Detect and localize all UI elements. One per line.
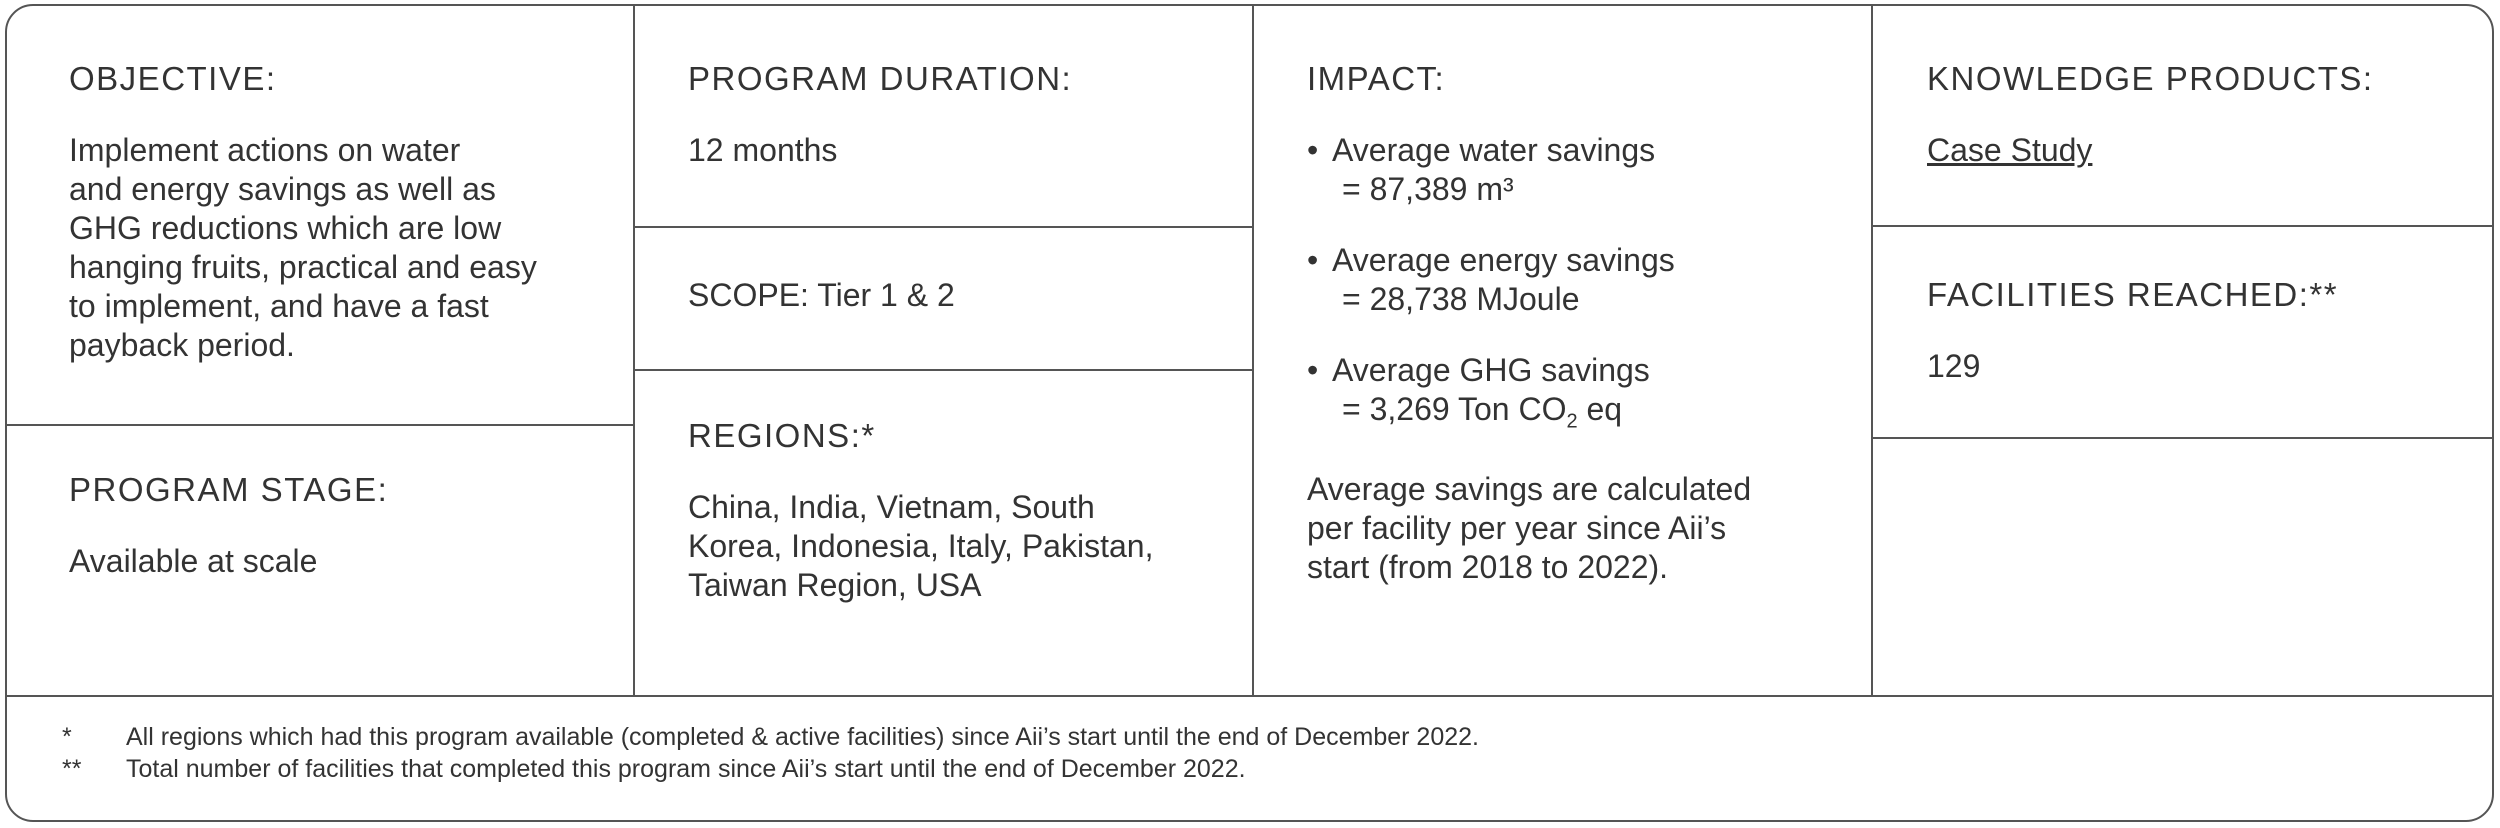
co2-subscript: 2 <box>1566 410 1578 433</box>
facilities-reached-value: 129 <box>1927 348 1981 384</box>
scope-section: SCOPE: Tier 1 & 2 <box>688 276 955 315</box>
divider <box>1871 437 2492 439</box>
program-duration-section: PROGRAM DURATION: 12 months <box>688 59 1072 170</box>
footnote-text: All regions which had this program avail… <box>126 723 1479 751</box>
footnote-marker: ** <box>62 755 82 783</box>
program-stage-value: Available at scale <box>69 543 318 579</box>
objective-section: OBJECTIVE: Implement actions on water an… <box>69 59 537 365</box>
footnotes: * All regions which had this program ava… <box>62 721 1479 785</box>
objective-line: GHG reductions which are low <box>69 210 502 246</box>
facilities-reached-section: FACILITIES REACHED:** 129 <box>1927 275 2338 386</box>
regions-line: China, India, Vietnam, South <box>688 489 1095 525</box>
scope-text: SCOPE: Tier 1 & 2 <box>688 277 955 313</box>
impact-label: IMPACT: <box>1307 60 1446 97</box>
impact-note-line: start (from 2018 to 2022). <box>1307 549 1669 586</box>
knowledge-products-section: KNOWLEDGE PRODUCTS: Case Study <box>1927 59 2374 170</box>
program-card <box>5 4 2494 822</box>
impact-item-title: Average water savings <box>1332 132 1656 168</box>
objective-line: Implement actions on water <box>69 132 461 168</box>
divider <box>633 369 1252 371</box>
impact-item-ghg: Average GHG savings = 3,269 Ton CO2 eq <box>1307 351 1867 441</box>
footnote-marker: * <box>62 723 72 751</box>
objective-line: hanging fruits, practical and easy <box>69 249 537 285</box>
regions-label: REGIONS:* <box>688 417 876 454</box>
facilities-reached-label: FACILITIES REACHED:** <box>1927 276 2339 313</box>
knowledge-products-label: KNOWLEDGE PRODUCTS: <box>1927 60 2374 97</box>
footnote: ** Total number of facilities that compl… <box>62 753 1479 785</box>
divider <box>1871 6 1873 695</box>
impact-item-value: = 3,269 Ton CO2 eq <box>1332 390 1867 441</box>
impact-item-value: = 28,738 MJoule <box>1342 281 1580 317</box>
regions-line: Taiwan Region, USA <box>688 567 982 603</box>
impact-item-water: Average water savings = 87,389 m³ <box>1307 131 1867 209</box>
footnote-text: Total number of facilities that complete… <box>126 755 1246 783</box>
divider <box>7 424 633 426</box>
impact-section: IMPACT: Average water savings = 87,389 m… <box>1307 59 1867 587</box>
regions-line: Korea, Indonesia, Italy, Pakistan, <box>688 528 1154 564</box>
impact-item-title: Average GHG savings <box>1332 352 1650 388</box>
program-duration-label: PROGRAM DURATION: <box>688 60 1073 97</box>
impact-ghg-unit: eq <box>1577 391 1623 427</box>
objective-label: OBJECTIVE: <box>69 60 277 97</box>
program-duration-value: 12 months <box>688 132 838 168</box>
divider <box>1252 6 1254 695</box>
impact-note-line: Average savings are calculated <box>1307 471 1752 508</box>
objective-line: and energy savings as well as <box>69 171 496 207</box>
regions-text: China, India, Vietnam, South Korea, Indo… <box>688 488 1153 605</box>
impact-item-value: = 87,389 m³ <box>1342 171 1514 207</box>
footnote: * All regions which had this program ava… <box>62 721 1479 753</box>
objective-text: Implement actions on water and energy sa… <box>69 131 537 365</box>
divider <box>633 6 635 695</box>
impact-item-title: Average energy savings <box>1332 242 1675 278</box>
impact-ghg-value: = 3,269 Ton CO <box>1342 391 1567 427</box>
program-stage-section: PROGRAM STAGE: Available at scale <box>69 470 388 581</box>
impact-note: Average savings are calculated per facil… <box>1307 470 1867 587</box>
impact-item-energy: Average energy savings = 28,738 MJoule <box>1307 241 1867 319</box>
objective-line: payback period. <box>69 327 295 363</box>
program-stage-label: PROGRAM STAGE: <box>69 471 389 508</box>
impact-note-line: per facility per year since Aii’s <box>1307 510 1727 547</box>
divider <box>633 226 1252 228</box>
impact-list: Average water savings = 87,389 m³ Averag… <box>1307 131 1867 441</box>
divider <box>1871 225 2492 227</box>
regions-section: REGIONS:* China, India, Vietnam, South K… <box>688 416 1153 605</box>
case-study-link[interactable]: Case Study <box>1927 132 2093 168</box>
objective-line: to implement, and have a fast <box>69 288 489 324</box>
divider <box>7 695 2492 697</box>
